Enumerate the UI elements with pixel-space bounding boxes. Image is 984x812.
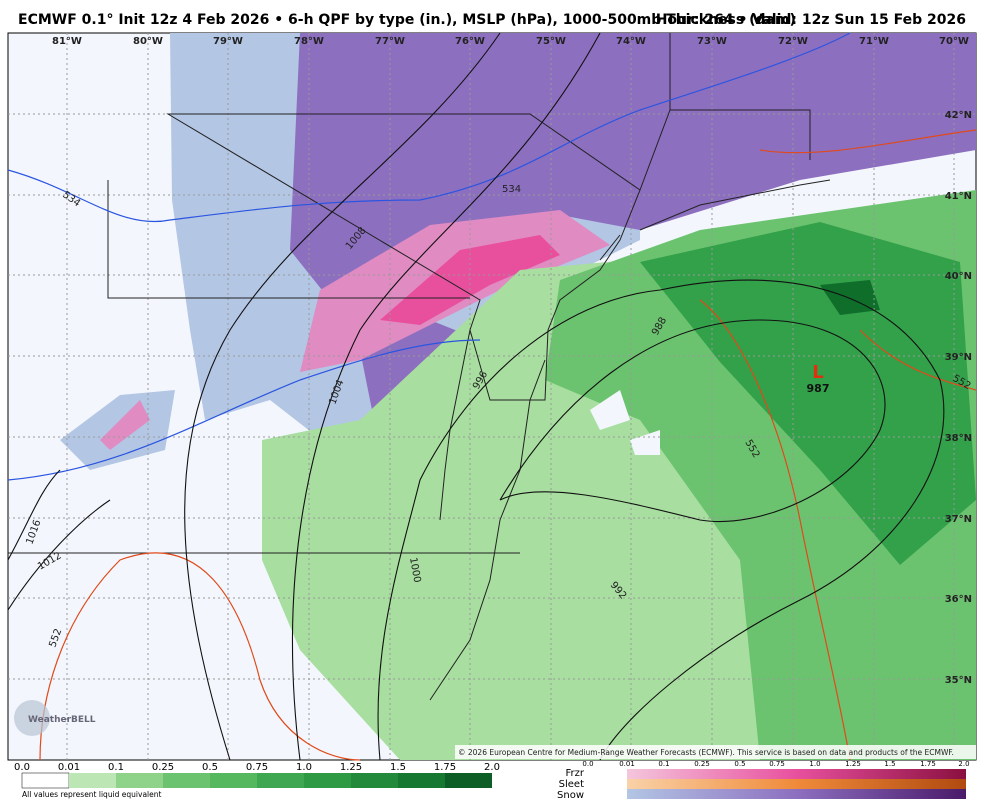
latitude-labels: 42°N 41°N 40°N 39°N 38°N 37°N 36°N 35°N	[945, 110, 972, 686]
rain-heavy	[640, 222, 976, 565]
lon-label: 73°W	[697, 36, 727, 47]
legend-cell	[351, 773, 398, 788]
legend-label: 2.0	[484, 762, 500, 773]
low-pressure: 987	[807, 382, 830, 395]
lon-label: 77°W	[375, 36, 405, 47]
copyright-bg	[455, 745, 976, 759]
contour-label: 534	[502, 184, 521, 195]
legend-label: 1.75	[434, 762, 456, 773]
type-label: 0.1	[658, 760, 669, 768]
legend-label: 0.1	[108, 762, 124, 773]
legend-label: 1.25	[340, 762, 362, 773]
type-label: 1.5	[884, 760, 895, 768]
title: ECMWF 0.1° Init 12z 4 Feb 2026 • 6-h QPF…	[18, 12, 796, 28]
rain-max	[820, 280, 880, 315]
isobars	[7, 32, 945, 761]
lon-label: 75°W	[536, 36, 566, 47]
low-symbol: L	[812, 362, 823, 383]
lat-label: 37°N	[945, 514, 972, 525]
mixed-area	[290, 33, 976, 300]
legend-label: 0.01	[58, 762, 80, 773]
rain-legend: 0.0 0.01 0.1 0.25 0.5 0.75 1.0 1.25 1.5 …	[14, 762, 500, 799]
logo: WeatherBELL	[28, 715, 96, 725]
copyright: © 2026 European Centre for Medium-Range …	[458, 748, 954, 757]
lon-label: 79°W	[213, 36, 243, 47]
logo-globe	[14, 700, 50, 736]
lat-label: 41°N	[945, 191, 972, 202]
type-label: 0.0	[582, 760, 593, 768]
lat-label: 39°N	[945, 352, 972, 363]
lon-label: 78°W	[294, 36, 324, 47]
type-label: 0.75	[769, 760, 785, 768]
longitude-labels: 81°W 80°W 79°W 78°W 77°W 76°W 75°W 74°W …	[52, 36, 969, 47]
legend-label: 1.0	[296, 762, 312, 773]
legend-cell	[116, 773, 163, 788]
legend-label: 0.25	[152, 762, 174, 773]
legend-note: All values represent liquid equivalent	[22, 790, 161, 799]
lat-label: 40°N	[945, 271, 972, 282]
lat-label: 35°N	[945, 675, 972, 686]
legend-cell	[21, 772, 70, 789]
type-label: 1.25	[845, 760, 861, 768]
legend-cell	[69, 773, 116, 788]
legend-cell	[257, 773, 304, 788]
sleet-bar	[627, 779, 966, 789]
lat-label: 38°N	[945, 433, 972, 444]
legend-cell	[163, 773, 210, 788]
lat-label: 36°N	[945, 594, 972, 605]
boundaries	[8, 33, 831, 701]
legend-label: 0.75	[246, 762, 268, 773]
type-label: 2.0	[958, 760, 969, 768]
type-legend: Frzr Sleet Snow 0.0 0.01 0.1 0.25 0.5 0.…	[557, 760, 970, 801]
legend-cell	[445, 773, 492, 788]
legend-label: 0.5	[202, 762, 218, 773]
type-label: 0.5	[734, 760, 745, 768]
contour-label: 1000	[407, 557, 422, 584]
lon-label: 71°W	[859, 36, 889, 47]
lon-label: 76°W	[455, 36, 485, 47]
lon-label: 70°W	[939, 36, 969, 47]
legend-cell	[304, 773, 351, 788]
type-label: 0.25	[694, 760, 710, 768]
snow-bar	[627, 789, 966, 799]
frzr-bar	[627, 769, 966, 779]
lon-label: 80°W	[133, 36, 163, 47]
map	[7, 32, 977, 761]
type-label: 0.01	[619, 760, 635, 768]
legend-label: 1.5	[390, 762, 406, 773]
lat-label: 42°N	[945, 110, 972, 121]
dry-hole	[590, 390, 660, 455]
lon-label: 81°W	[52, 36, 82, 47]
lon-label: 72°W	[778, 36, 808, 47]
legend-cell	[210, 773, 257, 788]
type-name: Sleet	[559, 779, 584, 790]
type-label: 1.75	[920, 760, 936, 768]
legend-cell	[398, 773, 445, 788]
valid-time: Hour: 264 • Valid: 12z Sun 15 Feb 2026	[656, 12, 966, 28]
type-label: 1.0	[809, 760, 820, 768]
lon-label: 74°W	[616, 36, 646, 47]
type-name: Frzr	[566, 768, 585, 779]
frzr-area	[100, 400, 150, 450]
type-name: Snow	[557, 790, 584, 801]
legend-label: 0.0	[14, 762, 30, 773]
